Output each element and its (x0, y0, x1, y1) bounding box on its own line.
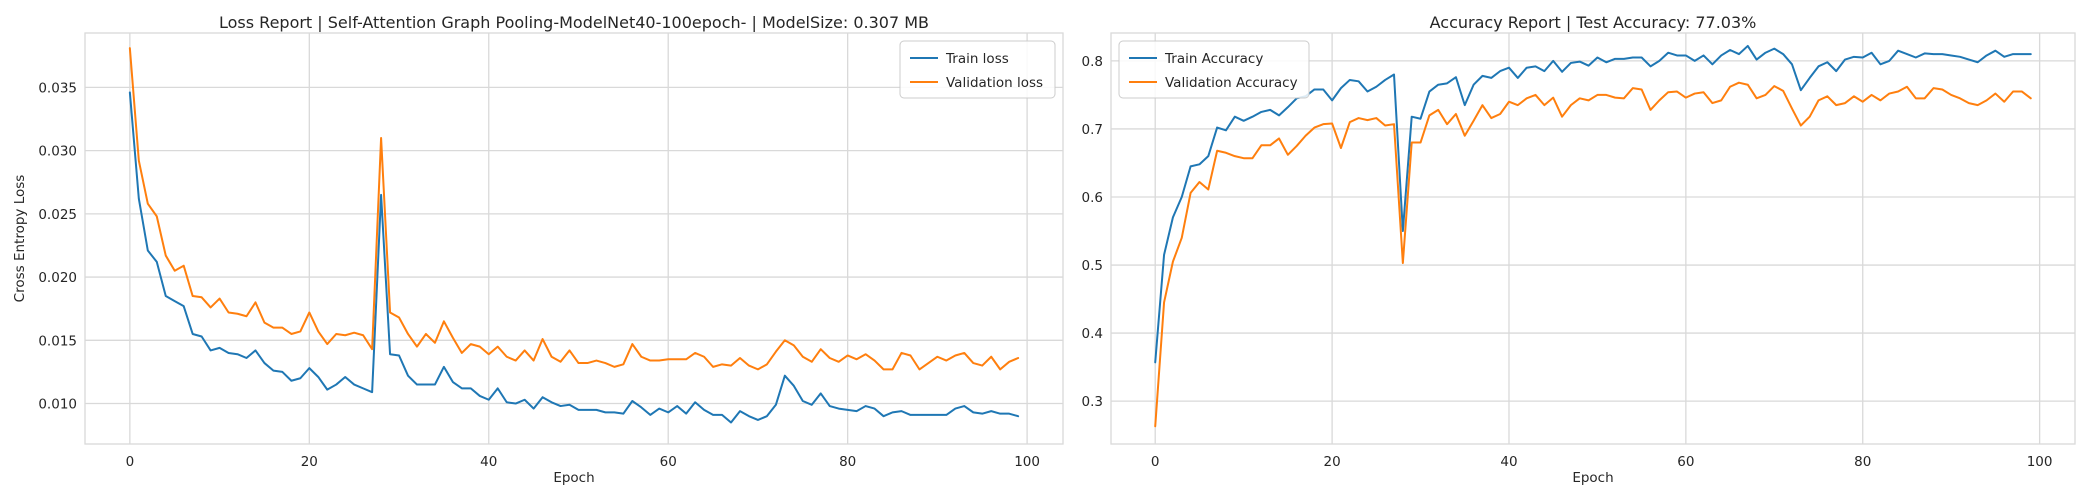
chart-1: 0 20 40 60 80 100 0.3 0.4 0.5 0.6 0.7 0.8 Accuracy R… (1082, 13, 2076, 486)
x-axis-label: Epoch (1572, 470, 1613, 486)
y-tick-label: 0.3 (1082, 394, 1103, 410)
plot-frame (84, 32, 1064, 445)
legend-label: Train loss (945, 51, 1009, 67)
chart-title: Loss Report | Self-Attention Graph Pooli… (219, 13, 929, 32)
legend-label: Validation Accuracy (1165, 75, 1298, 91)
x-tick-label: 60 (1677, 454, 1694, 470)
y-tick-label: 0.4 (1082, 326, 1103, 342)
y-tick-label: 0.7 (1082, 122, 1103, 138)
y-tick-label: 0.6 (1082, 190, 1103, 206)
y-axis-label: Cross Entropy Loss (12, 175, 28, 303)
y-tick-label: 0.015 (38, 333, 77, 349)
x-tick-label: 0 (1151, 454, 1160, 470)
x-tick-label: 60 (660, 454, 677, 470)
x-tick-label: 80 (839, 454, 856, 470)
y-tick-label: 0.020 (38, 270, 77, 286)
series-line-validation-accuracy (1154, 81, 2032, 428)
legend-label: Validation loss (946, 75, 1043, 91)
legend: Train Accuracy Validation Accuracy (1118, 40, 1310, 99)
y-tick-label: 0.030 (38, 144, 77, 160)
x-tick-label: 40 (480, 454, 497, 470)
x-axis-label: Epoch (553, 470, 594, 486)
x-tick-label: 80 (1854, 454, 1871, 470)
y-tick-label: 0.035 (38, 80, 77, 96)
y-tick-label: 0.8 (1082, 54, 1103, 70)
y-tick-label: 0.010 (38, 397, 77, 413)
legend-box (899, 40, 1056, 99)
plot-frame (1110, 32, 2076, 445)
x-tick-label: 100 (2027, 454, 2053, 470)
y-tick-label: 0.025 (38, 207, 77, 223)
x-tick-label: 20 (301, 454, 318, 470)
legend: Train loss Validation loss (899, 40, 1056, 99)
chart-0: 0 20 40 60 80 100 0.010 0.015 0.020 0.025 0.030 0.0… (12, 13, 1064, 486)
x-tick-label: 0 (126, 454, 135, 470)
series-line-train-loss (128, 91, 1020, 424)
x-tick-label: 40 (1500, 454, 1517, 470)
legend-box (1118, 40, 1310, 99)
legend-label: Train Accuracy (1164, 51, 1263, 67)
x-tick-label: 100 (1014, 454, 1040, 470)
series-line-validation-loss (128, 47, 1020, 371)
x-tick-label: 20 (1324, 454, 1341, 470)
y-tick-label: 0.5 (1082, 258, 1103, 274)
chart-title: Accuracy Report | Test Accuracy: 77.03% (1430, 13, 1757, 32)
